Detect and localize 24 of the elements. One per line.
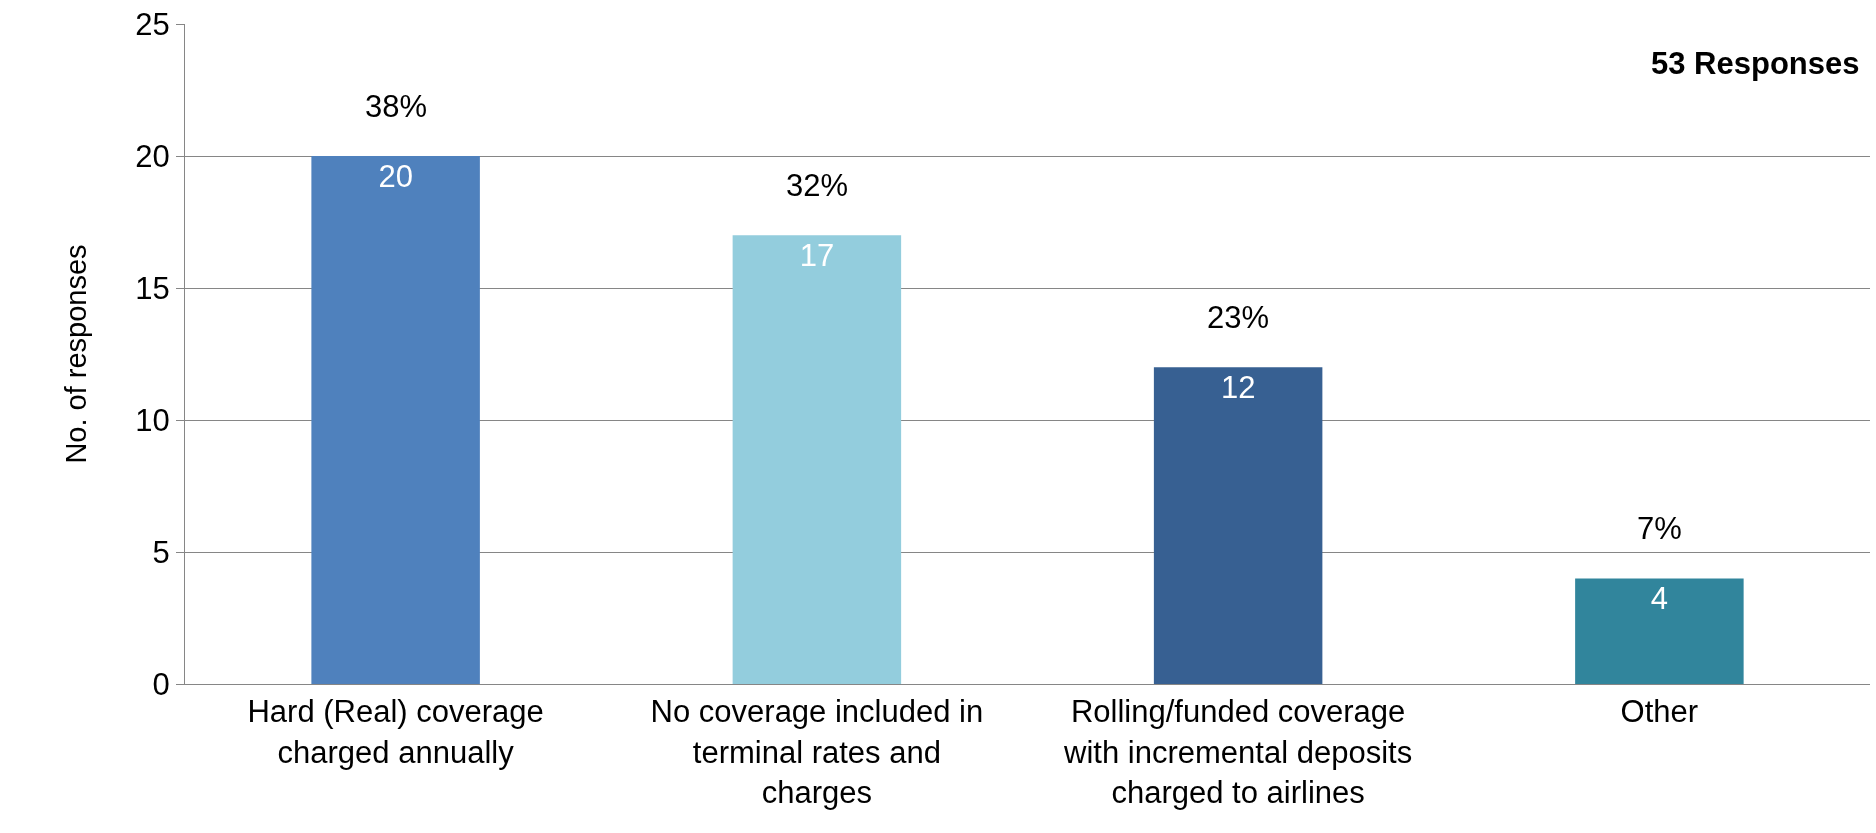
annotation: 38% bbox=[365, 89, 428, 124]
annotation: 23% bbox=[1207, 300, 1270, 335]
bar bbox=[311, 156, 480, 684]
y-tick-label: 15 bbox=[135, 270, 170, 306]
data-label: 4 bbox=[1650, 581, 1669, 617]
x-tick-label: Rolling/funded coverage with incremental deposits charged to airlines bbox=[1063, 694, 1413, 810]
y-tick-label: 25 bbox=[135, 6, 170, 42]
y-tick-label: 20 bbox=[135, 138, 170, 174]
bar bbox=[1153, 367, 1323, 684]
data-label: 20 bbox=[378, 159, 413, 194]
y-tick-label: 5 bbox=[152, 534, 170, 570]
data-label: 17 bbox=[799, 238, 835, 274]
annotation: 53 Responses bbox=[1651, 46, 1860, 81]
data-label: 12 bbox=[1220, 370, 1256, 406]
annotation: 7% bbox=[1637, 511, 1682, 546]
x-tick-label: Hard (Real) coverage charged annually bbox=[247, 694, 544, 770]
bar bbox=[732, 235, 902, 684]
y-tick-label: 0 bbox=[152, 666, 170, 702]
y-tick-label: 10 bbox=[135, 402, 170, 438]
x-tick-label: Other bbox=[1620, 694, 1699, 730]
bar bbox=[1575, 578, 1744, 684]
y-axis-title: No. of responses bbox=[59, 244, 92, 464]
x-tick-label: No coverage included in terminal rates and charges bbox=[650, 694, 984, 810]
annotation: 32% bbox=[786, 168, 849, 203]
